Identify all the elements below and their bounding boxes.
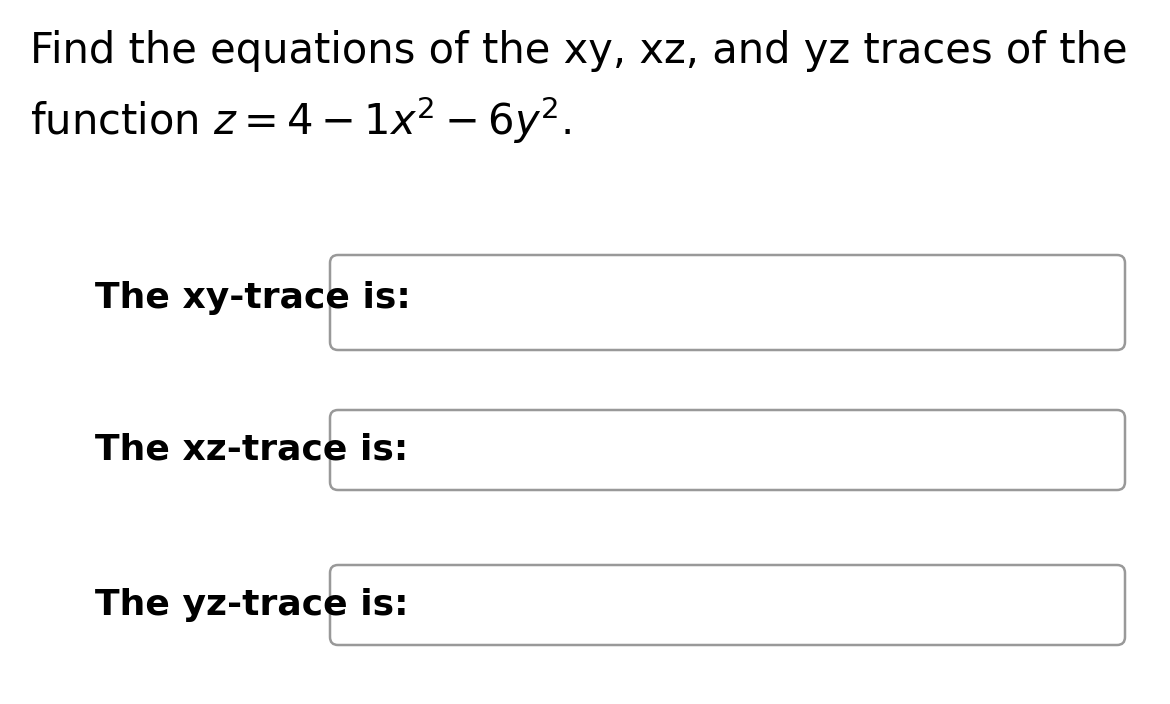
Text: The yz-trace is:: The yz-trace is: xyxy=(95,588,408,622)
Text: Find the equations of the xy, xz, and yz traces of the: Find the equations of the xy, xz, and yz… xyxy=(30,30,1128,72)
FancyBboxPatch shape xyxy=(330,410,1126,490)
FancyBboxPatch shape xyxy=(330,255,1126,350)
Text: The xz-trace is:: The xz-trace is: xyxy=(95,433,408,467)
FancyBboxPatch shape xyxy=(330,565,1126,645)
Text: function $z = 4 - 1x^2 - 6y^2$.: function $z = 4 - 1x^2 - 6y^2$. xyxy=(30,95,571,146)
Text: The xy-trace is:: The xy-trace is: xyxy=(95,281,411,315)
